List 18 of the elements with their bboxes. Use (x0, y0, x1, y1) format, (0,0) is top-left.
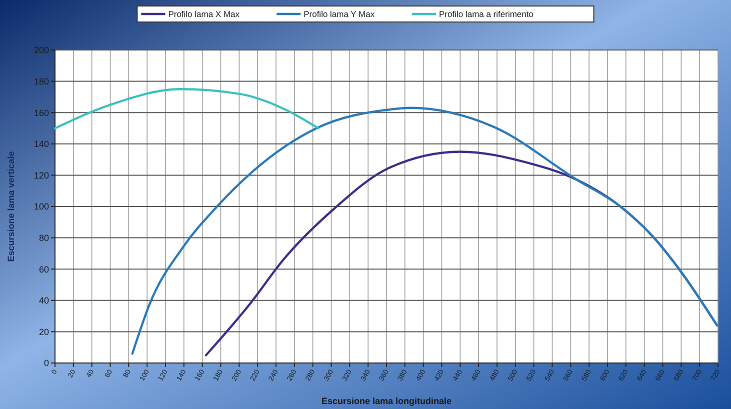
y-tick-label: 180 (34, 76, 49, 86)
legend-label: Profilo lama a riferimento (439, 8, 534, 19)
y-tick-label: 200 (34, 45, 49, 56)
y-tick-label: 0 (44, 358, 49, 368)
y-tick-label: 160 (34, 108, 49, 118)
line-series (54, 88, 320, 130)
x-axis-title: Escursione lama longitudinale (321, 396, 452, 406)
y-tick-label: 100 (34, 202, 49, 212)
y-axis-title: Escursione lama verticale (6, 151, 16, 262)
y-tick-label: 80 (38, 232, 49, 243)
y-tick-label: 120 (34, 170, 49, 180)
legend-label: Profilo lama X Max (168, 8, 240, 19)
y-tick-label: 20 (38, 326, 49, 337)
legend-label: Profilo lama Y Max (304, 8, 376, 19)
line-series (131, 106, 718, 355)
y-tick-label: 60 (38, 264, 49, 274)
y-tick-label: 140 (34, 139, 49, 150)
y-tick-label: 40 (38, 296, 49, 306)
